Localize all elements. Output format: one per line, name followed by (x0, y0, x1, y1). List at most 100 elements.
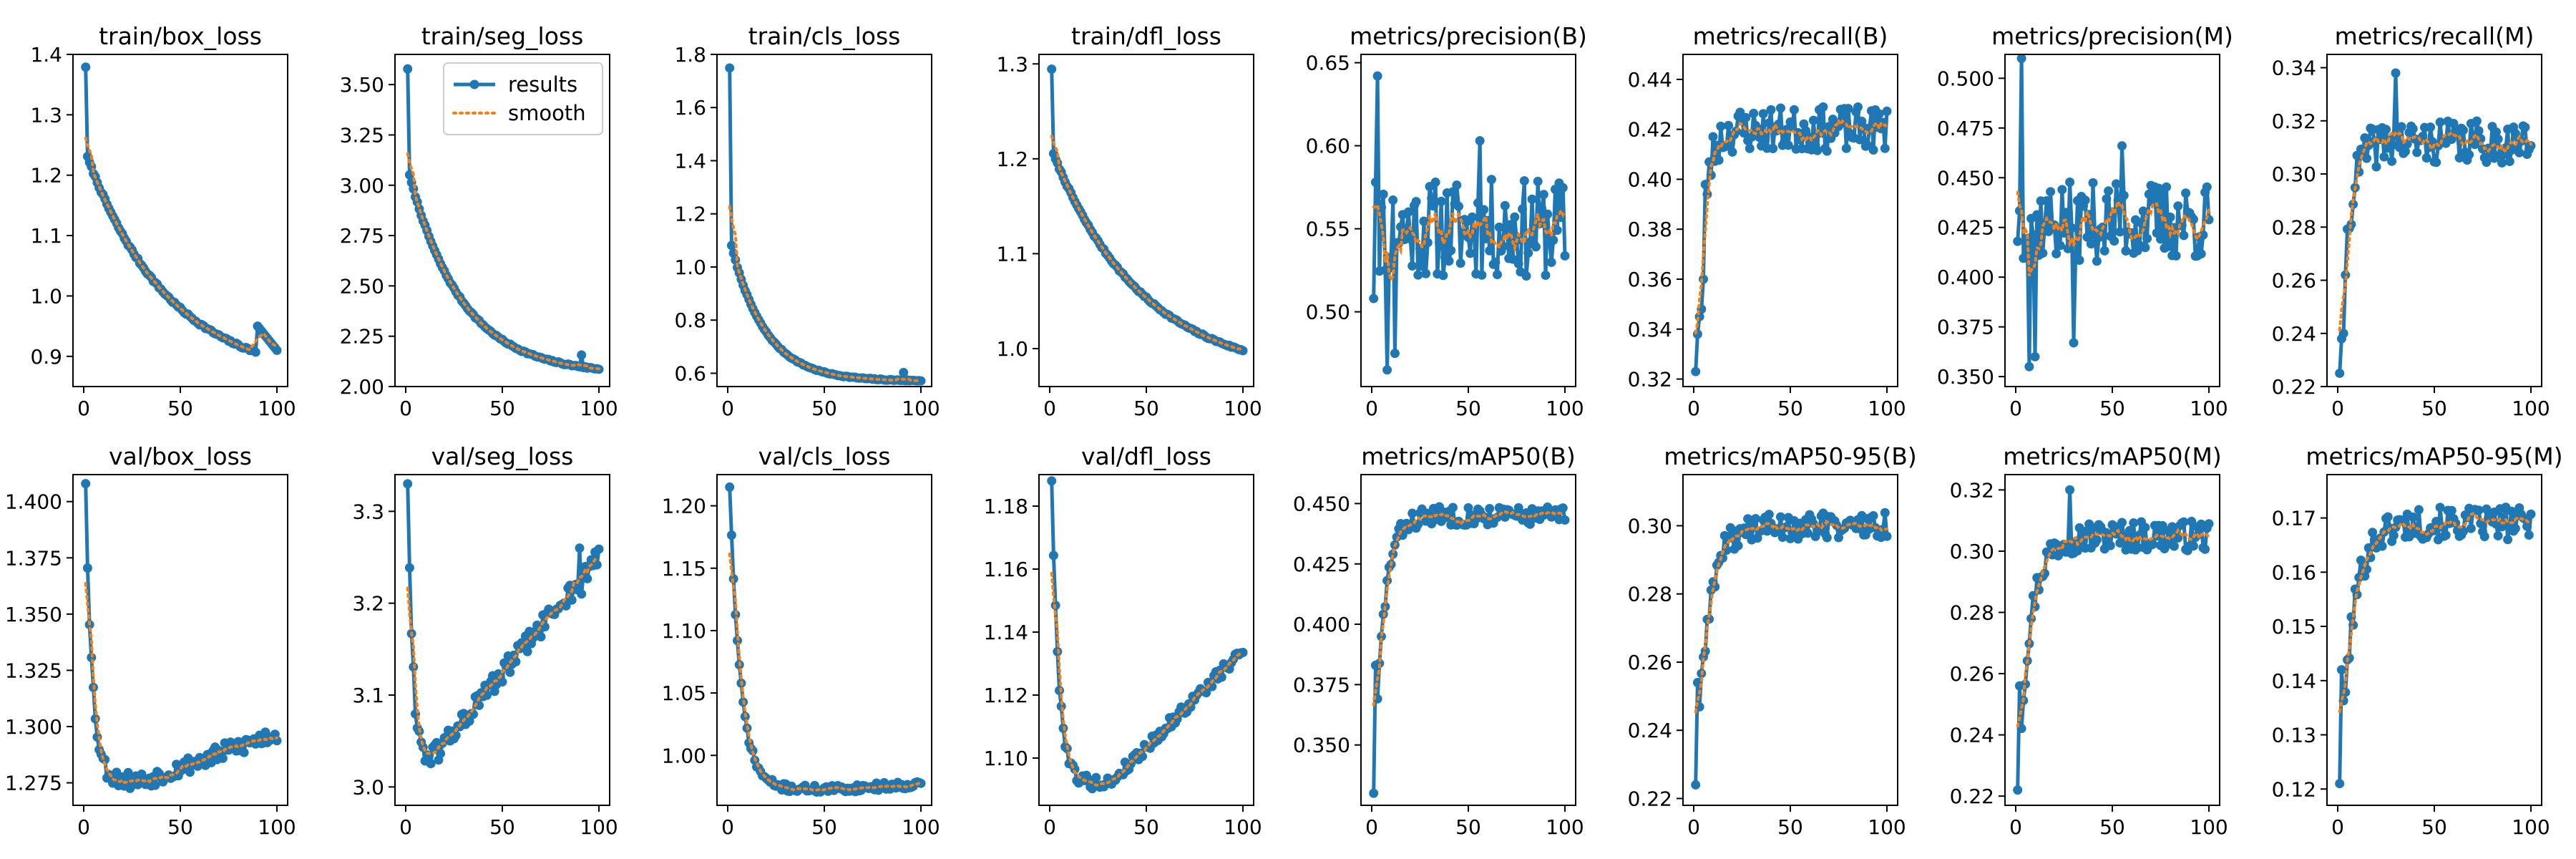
results-point (1882, 531, 1892, 541)
y-tick-label: 0.36 (1628, 268, 1672, 291)
smooth-line (84, 136, 278, 351)
results-point (2041, 195, 2051, 205)
results-point (2464, 150, 2474, 160)
smooth-line (1694, 520, 1888, 714)
results-point (1525, 519, 1535, 529)
results-point (1808, 115, 1818, 125)
axes-frame (72, 54, 288, 387)
x-tick-label: 100 (1224, 397, 1262, 420)
y-tick-label: 0.26 (1628, 651, 1672, 674)
x-tick-label: 0 (399, 397, 412, 420)
results-point (1733, 540, 1743, 550)
x-tick-label: 50 (2421, 815, 2447, 839)
x-tick-label: 0 (2009, 815, 2022, 839)
results-point (2441, 530, 2451, 540)
y-tick-label: 0.15 (2272, 615, 2316, 639)
results-point (1560, 515, 1570, 525)
y-tick-label: 0.6 (674, 361, 706, 385)
results-point (1708, 132, 1718, 142)
results-point (2524, 530, 2534, 540)
legend: results smooth (443, 62, 603, 135)
results-point (497, 677, 507, 687)
smooth-line (2338, 512, 2532, 714)
results-point (2179, 230, 2189, 241)
results-point (1880, 508, 1890, 518)
smooth-line (2338, 130, 2532, 332)
y-tick-label: 1.4 (30, 43, 62, 67)
results-point (412, 197, 422, 207)
results-point (1724, 120, 1734, 130)
y-tick-label: 0.44 (1628, 68, 1672, 92)
results-point (2482, 157, 2492, 168)
results-point (150, 780, 160, 790)
results-point (2105, 540, 2115, 550)
y-tick-label: 3.1 (352, 684, 384, 707)
y-tick-label: 0.22 (1628, 787, 1672, 810)
results-point (2111, 179, 2121, 189)
results-point (2526, 141, 2536, 151)
results-point (1485, 246, 1495, 256)
panel-7: metrics/recall(M) 0 50 100 0.22 0.24 0.26 0.28 0… (2272, 22, 2550, 420)
results-point (1491, 257, 1501, 267)
panel-6: metrics/precision(M) 0 50 100 0.350 0.375 0.40… (1937, 22, 2233, 420)
results-point (2363, 543, 2373, 553)
results-point (1531, 242, 1541, 252)
results-point (1691, 780, 1701, 790)
results-point (2446, 505, 2457, 515)
results-point (2196, 249, 2206, 259)
results-point (2115, 227, 2125, 237)
results-point (1430, 178, 1440, 188)
results-point (582, 573, 592, 583)
results-point (1452, 180, 1462, 190)
y-tick-label: 0.28 (1628, 583, 1672, 606)
x-tick-label: 0 (77, 397, 90, 420)
y-tick-label: 1.275 (5, 772, 62, 795)
results-point (1485, 504, 1495, 514)
results-point (1523, 248, 1533, 258)
results-point (1714, 155, 1724, 165)
axes-frame (716, 54, 932, 387)
results-point (1207, 681, 1217, 691)
y-tick-label: 0.24 (1628, 719, 1672, 742)
results-point (1776, 103, 1785, 113)
results-point (1407, 508, 1418, 518)
results-point (1739, 128, 1749, 138)
results-point (2013, 236, 2023, 246)
y-tick-label: 0.22 (2272, 375, 2316, 399)
y-tick-label: 1.400 (5, 490, 62, 514)
results-point (1436, 196, 1446, 206)
results-point (2162, 182, 2172, 192)
x-tick-label: 0 (399, 815, 412, 839)
results-point (2503, 535, 2513, 545)
results-point (464, 716, 474, 726)
y-tick-label: 2.50 (340, 274, 384, 298)
results-point (1506, 220, 1516, 230)
results-point (2371, 162, 2381, 172)
y-tick-label: 1.4 (674, 149, 706, 173)
results-point (1750, 513, 1760, 523)
results-point (2396, 122, 2406, 132)
results-point (2188, 541, 2198, 551)
y-tick-label: 0.24 (1950, 724, 1994, 747)
y-tick-label: 0.28 (1950, 601, 1994, 625)
panel-9: val/seg_loss 0 50 100 3.0 3.1 3.2 3.3 (352, 442, 618, 839)
panel-title: val/dfl_loss (1081, 442, 1211, 470)
x-tick-label: 50 (811, 815, 837, 839)
y-tick-label: 1.375 (5, 546, 62, 570)
x-tick-label: 100 (1546, 397, 1584, 420)
results-point (1411, 197, 1421, 207)
axes-frame (2004, 54, 2220, 387)
y-tick-label: 1.14 (984, 621, 1028, 644)
results-point (1546, 257, 1556, 267)
x-tick-label: 50 (1777, 815, 1803, 839)
results-point (1758, 109, 1768, 119)
results-point (81, 62, 91, 72)
x-tick-label: 50 (811, 397, 837, 420)
results-point (1369, 788, 1379, 798)
results-point (2117, 518, 2127, 528)
results-point (1421, 268, 1431, 278)
results-point (1699, 274, 1708, 284)
results-point (1455, 258, 1465, 268)
results-point (1375, 659, 1385, 669)
y-tick-label: 0.65 (1306, 52, 1350, 75)
